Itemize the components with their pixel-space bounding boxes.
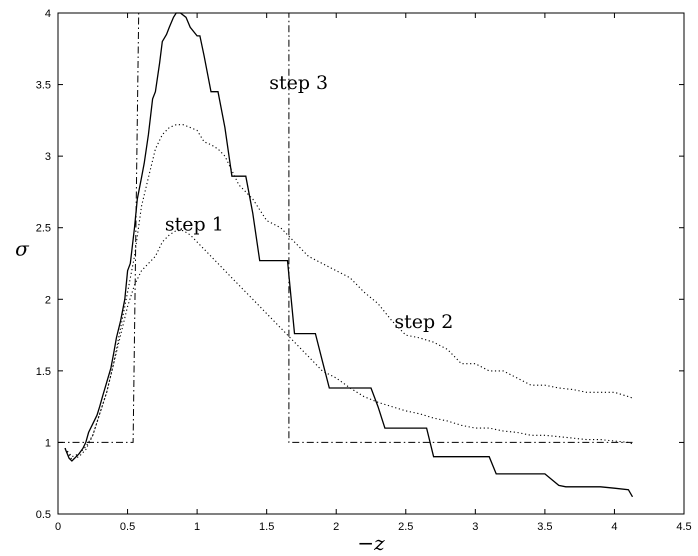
y-tick-label: 1.5	[36, 366, 51, 378]
annotation-step-1: step 1	[165, 214, 224, 236]
axis-labels: −z σ	[15, 237, 385, 556]
plot-frame	[57, 12, 685, 515]
series-dotted-2	[64, 230, 633, 458]
y-tick-label: 3	[45, 151, 51, 163]
x-tick-label: 3.5	[537, 521, 552, 533]
x-tick-label: 4.5	[676, 521, 691, 533]
y-tick-label: 2	[45, 294, 51, 306]
y-tick-label: 4	[45, 8, 51, 20]
y-tick-label: 3.5	[36, 80, 51, 92]
series-solid-0	[64, 12, 634, 498]
y-tick-label: 0.5	[36, 509, 51, 521]
x-tick-label: 2	[333, 521, 339, 533]
axis-ticks: 0 0.5 1 1.5 2 2.5 3 3.5 4 4.5 0.5 1 1.5 2 2.5 3 3.5 4	[36, 8, 692, 533]
x-tick-label: 0	[55, 521, 61, 533]
x-tick-label: 0.5	[120, 521, 135, 533]
x-tick-label: 2.5	[398, 521, 413, 533]
x-axis-label: −z	[357, 531, 385, 555]
annotations: step 3 step 1 step 2	[165, 72, 453, 333]
plot-area	[57, 12, 685, 515]
x-tick-label: 1.5	[259, 521, 274, 533]
annotation-step-3: step 3	[269, 72, 328, 94]
x-tick-label: 3	[472, 521, 478, 533]
y-axis-label: σ	[15, 237, 30, 261]
x-tick-label: 1	[194, 521, 200, 533]
x-tick-label: 4	[611, 521, 617, 533]
series-dashdot-3	[58, 12, 633, 443]
series-dotted-1	[64, 124, 633, 461]
y-tick-label: 1	[45, 437, 51, 449]
y-tick-label: 2.5	[36, 223, 51, 235]
annotation-step-2: step 2	[394, 311, 453, 333]
